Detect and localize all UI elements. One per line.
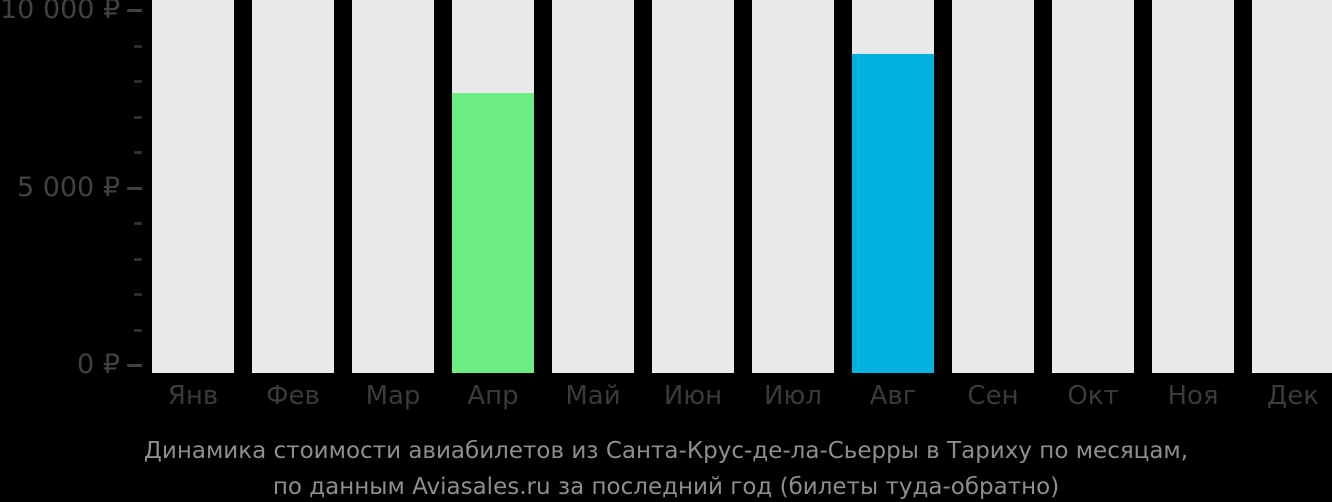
price-bar-Авг[interactable] xyxy=(852,54,934,373)
month-label-Окт: Окт xyxy=(1067,381,1119,411)
month-label-Июн: Июн xyxy=(663,381,723,411)
chart-caption: Динамика стоимости авиабилетов из Санта-… xyxy=(0,433,1332,502)
caption-line-2: по данным Aviasales.ru за последний год … xyxy=(272,474,1060,500)
month-label-Апр: Апр xyxy=(467,381,519,411)
month-column-3 xyxy=(352,0,434,373)
price-bar-Апр[interactable] xyxy=(452,93,534,373)
month-column-1 xyxy=(152,0,234,373)
y-major-tick-0 xyxy=(127,364,142,367)
month-label-Янв: Янв xyxy=(167,381,219,411)
month-label-Май: Май xyxy=(565,381,621,411)
month-column-4 xyxy=(452,0,534,373)
month-label-Фев: Фев xyxy=(266,381,320,411)
y-axis: 0 ₽ 5 000 ₽ 10 000 ₽ xyxy=(0,0,152,380)
month-label-Мар: Мар xyxy=(365,381,421,411)
month-label-Июл: Июл xyxy=(764,381,822,411)
plot-area xyxy=(152,0,1332,373)
y-minor-tick-4000 xyxy=(134,222,142,225)
month-column-6 xyxy=(652,0,734,373)
caption-line-1: Динамика стоимости авиабилетов из Санта-… xyxy=(143,438,1189,464)
y-minor-tick-9000 xyxy=(134,44,142,48)
y-axis-label-0: 0 ₽ xyxy=(77,349,120,380)
month-column-5 xyxy=(552,0,634,373)
month-column-11 xyxy=(1152,0,1234,373)
y-minor-tick-3000 xyxy=(134,257,142,261)
month-label-Авг: Авг xyxy=(869,381,917,411)
month-column-7 xyxy=(752,0,834,373)
y-major-tick-5000 xyxy=(127,186,142,190)
month-column-12 xyxy=(1252,0,1332,373)
y-minor-tick-8000 xyxy=(134,80,142,83)
y-axis-label-10000: 10 000 ₽ xyxy=(0,0,121,25)
y-minor-tick-7000 xyxy=(134,115,142,119)
y-axis-label-5000: 5 000 ₽ xyxy=(16,171,120,203)
y-minor-tick-2000 xyxy=(134,293,142,296)
y-minor-tick-6000 xyxy=(134,151,142,154)
month-column-8 xyxy=(852,0,934,373)
month-label-Сен: Сен xyxy=(967,381,1019,411)
month-label-Ноя: Ноя xyxy=(1167,381,1219,411)
month-column-10 xyxy=(1052,0,1134,373)
month-label-Дек: Дек xyxy=(1266,381,1319,411)
month-column-2 xyxy=(252,0,334,373)
y-minor-tick-1000 xyxy=(134,328,142,332)
month-column-9 xyxy=(952,0,1034,373)
y-major-tick-10000 xyxy=(127,9,142,12)
x-axis: Янв Фев Мар Апр Май Июн Июл Авг Сен Окт Ноя Дек xyxy=(152,381,1332,415)
